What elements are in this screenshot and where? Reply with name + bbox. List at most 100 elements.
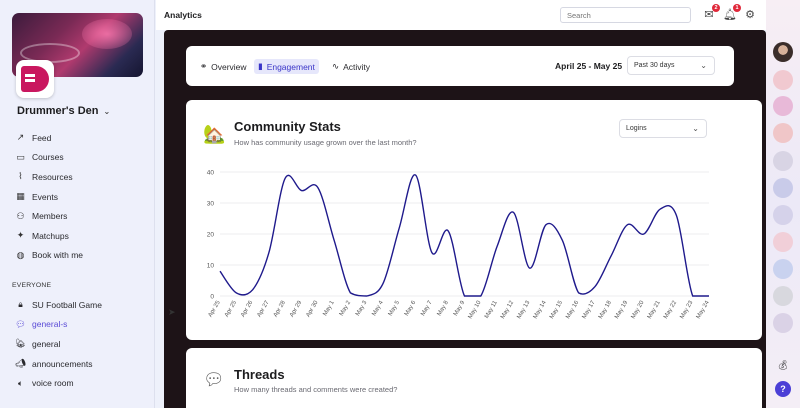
y-tick-label: 40 bbox=[207, 170, 215, 177]
channel-label: general-s bbox=[32, 319, 68, 330]
sidebar-item-feed[interactable]: ↗ Feed bbox=[15, 128, 150, 148]
trend-icon: ↗ bbox=[16, 132, 25, 143]
sidebar-item-resources[interactable]: ⌇ Resources bbox=[15, 167, 150, 187]
x-tick-label: May 23 bbox=[679, 299, 694, 320]
threads-title: Threads bbox=[234, 367, 285, 382]
threads-subtitle: How many threads and comments were creat… bbox=[234, 385, 398, 394]
speaker-icon: 🔈︎ bbox=[17, 377, 24, 388]
x-tick-label: May 6 bbox=[404, 299, 418, 317]
sidebar-item-label: Feed bbox=[32, 132, 52, 143]
megaphone-icon: 📣︎ bbox=[15, 358, 26, 369]
cover-light bbox=[82, 19, 132, 49]
money-bag-icon[interactable]: 💰︎ bbox=[777, 360, 789, 370]
sidebar-item-courses[interactable]: ▭ Courses bbox=[15, 148, 150, 168]
channel-general[interactable]: 🏡︎ general bbox=[15, 334, 150, 354]
rail-avatar[interactable] bbox=[773, 70, 793, 90]
metric-select[interactable]: Logins ⌄ bbox=[619, 119, 707, 138]
tab-label: Activity bbox=[343, 61, 371, 72]
community-switcher[interactable]: Drummer's Den ⌄ bbox=[17, 105, 110, 117]
rail-avatar[interactable] bbox=[773, 259, 793, 279]
tab-label: Engagement bbox=[266, 61, 315, 72]
chevron-down-icon: ⌄ bbox=[700, 61, 707, 70]
x-tick-label: May 16 bbox=[565, 299, 580, 320]
sidebar-item-book-with-me[interactable]: ◍ Book with me bbox=[15, 246, 150, 266]
channel-su-football-game[interactable]: 🔒︎ SU Football Game bbox=[15, 295, 150, 315]
x-tick-label: May 20 bbox=[630, 299, 645, 320]
x-tick-label: Apr 25 bbox=[208, 299, 222, 318]
rail-avatar[interactable] bbox=[773, 205, 793, 225]
channel-voice-room[interactable]: 🔈︎ voice room bbox=[15, 373, 150, 393]
x-tick-label: May 7 bbox=[420, 299, 434, 317]
x-tick-label: May 4 bbox=[371, 299, 385, 317]
rail-avatar[interactable] bbox=[773, 178, 793, 198]
rail-avatar[interactable] bbox=[773, 286, 793, 306]
sidebar-item-label: Members bbox=[32, 211, 68, 222]
tab-label: Overview bbox=[211, 61, 247, 72]
rail-avatar[interactable] bbox=[773, 42, 793, 62]
x-tick-label: May 14 bbox=[533, 299, 548, 320]
tab-activity[interactable]: ∿ Activity bbox=[328, 59, 374, 74]
x-tick-label: May 22 bbox=[663, 299, 678, 320]
threads-card: 💬︎ Threads How many threads and comments… bbox=[186, 348, 762, 408]
tab-engagement[interactable]: ▮ Engagement bbox=[254, 59, 319, 74]
community-name: Drummer's Den bbox=[17, 105, 99, 117]
analytics-header: ⚭ Overview ▮ Engagement ∿ Activity April… bbox=[186, 46, 734, 86]
rail-avatar[interactable] bbox=[773, 151, 793, 171]
gear-icon[interactable]: ⚙ bbox=[745, 9, 755, 21]
rail-avatar[interactable] bbox=[773, 232, 793, 252]
stats-subtitle: How has community usage grown over the l… bbox=[234, 138, 417, 147]
x-tick-label: Apr 25 bbox=[224, 299, 238, 318]
x-tick-label: Apr 29 bbox=[289, 299, 303, 318]
sidebar-item-matchups[interactable]: ✦ Matchups bbox=[15, 226, 150, 246]
sidebar-item-members[interactable]: ⚇ Members bbox=[15, 206, 150, 226]
bell-badge: 1 bbox=[733, 4, 741, 12]
mouse-cursor-icon: ➤ bbox=[168, 307, 176, 317]
right-rail: 💰︎ ? bbox=[766, 0, 800, 408]
period-select[interactable]: Past 30 days ⌄ bbox=[627, 56, 715, 75]
sidebar-item-events[interactable]: ▦ Events bbox=[15, 187, 150, 207]
community-logo[interactable] bbox=[16, 60, 54, 98]
tab-overview[interactable]: ⚭ Overview bbox=[196, 59, 251, 74]
logo-mark-icon bbox=[21, 66, 49, 92]
channel-label: voice room bbox=[32, 378, 74, 389]
series-line bbox=[219, 174, 709, 297]
stats-title: Community Stats bbox=[234, 119, 341, 134]
x-tick-label: May 1 bbox=[322, 299, 336, 317]
book-icon: ▭ bbox=[16, 151, 25, 162]
sidebar-item-label: Matchups bbox=[32, 230, 69, 241]
x-tick-label: Apr 27 bbox=[257, 299, 271, 318]
rail-avatar[interactable] bbox=[773, 96, 793, 116]
channel-general-s[interactable]: 💬︎ general-s bbox=[15, 315, 150, 335]
bar-chart-icon: ▮ bbox=[258, 61, 263, 71]
channel-label: announcements bbox=[32, 358, 93, 369]
members-icon: ⚇ bbox=[16, 210, 25, 221]
lock-icon: 🔒︎ bbox=[18, 299, 23, 310]
x-tick-label: May 10 bbox=[467, 299, 482, 320]
y-tick-label: 30 bbox=[207, 201, 215, 208]
period-value: Past 30 days bbox=[634, 62, 675, 69]
x-tick-label: May 5 bbox=[388, 299, 402, 317]
help-icon[interactable]: ? bbox=[775, 381, 791, 397]
y-tick-label: 10 bbox=[207, 263, 215, 270]
mail-icon[interactable]: ✉ 2 bbox=[702, 4, 720, 22]
search-input[interactable] bbox=[560, 7, 691, 23]
bell-icon[interactable]: 🔔︎ 1 bbox=[723, 4, 741, 22]
x-tick-label: May 21 bbox=[647, 299, 662, 320]
paperclip-icon: ⌇ bbox=[18, 171, 23, 182]
x-tick-label: May 2 bbox=[339, 299, 353, 317]
channel-label: SU Football Game bbox=[32, 299, 102, 310]
mail-badge: 2 bbox=[712, 4, 720, 12]
x-tick-label: Apr 26 bbox=[240, 299, 254, 318]
page-title: Analytics bbox=[164, 10, 202, 20]
top-bar: Analytics ✉ 2 🔔︎ 1 ⚙ bbox=[156, 0, 792, 30]
x-tick-label: May 18 bbox=[598, 299, 613, 320]
rail-avatar[interactable] bbox=[773, 123, 793, 143]
channel-announcements[interactable]: 📣︎ announcements bbox=[15, 354, 150, 374]
x-tick-label: May 9 bbox=[453, 299, 467, 317]
rail-avatar[interactable] bbox=[773, 313, 793, 333]
speech-bubble-icon: 💬︎ bbox=[203, 370, 225, 389]
sidebar-item-label: Resources bbox=[32, 171, 73, 182]
sidebar: Drummer's Den ⌄ ↗ Feed ▭ Courses ⌇ Resources ▦… bbox=[0, 0, 155, 408]
x-tick-label: Apr 30 bbox=[305, 299, 319, 318]
sidebar-item-label: Events bbox=[32, 191, 58, 202]
